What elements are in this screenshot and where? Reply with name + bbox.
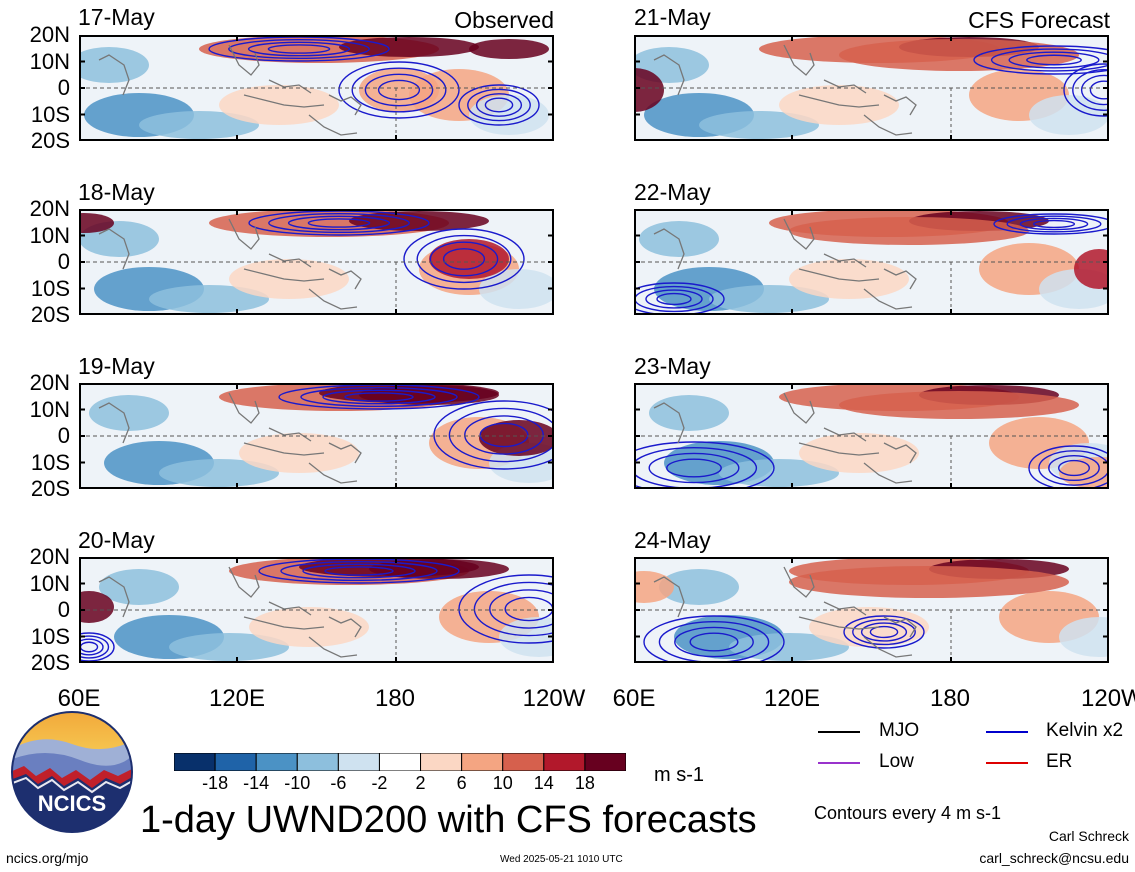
map-panel-observed-3 (79, 383, 554, 489)
panel-date-label: 19-May (78, 353, 155, 379)
latitude-label: 10N (29, 396, 70, 422)
map-panel-forecast-2 (634, 209, 1109, 315)
observed-label: Observed (454, 7, 554, 33)
map-panel-observed-4 (79, 557, 554, 663)
panel-date-label: 18-May (78, 179, 155, 205)
contour-note: Contours every 4 m s-1 (814, 803, 1002, 823)
colorbar-swatch (296, 752, 339, 772)
latitude-label: 20S (30, 650, 70, 675)
latitude-label: 10N (29, 222, 70, 248)
colorbar-swatch (214, 752, 257, 772)
latitude-label: 0 (57, 75, 70, 100)
legend-line-mjo (818, 731, 860, 733)
latitude-label: 10S (30, 275, 70, 301)
latitude-label: 10S (30, 623, 70, 649)
colorbar-label: -10 (284, 773, 311, 793)
source-url[interactable]: ncics.org/mjo (6, 850, 89, 866)
panel-date-label: 21-May (634, 4, 711, 30)
colorbar-label: -14 (243, 773, 270, 793)
author-name: Carl Schreck (1048, 828, 1129, 844)
legend-label-er: ER (1046, 751, 1073, 772)
longitude-label: 120E (208, 685, 266, 712)
longitude-label: 120W (522, 685, 586, 712)
latitude-label: 0 (57, 423, 70, 448)
legend-line-er (986, 762, 1028, 764)
panel-date-label: 22-May (634, 179, 711, 205)
longitude-label: 180 (374, 685, 416, 712)
timestamp: Wed 2025-05-21 1010 UTC (500, 854, 623, 865)
panel-date-label: 23-May (634, 353, 711, 379)
logo-text: NCICS (38, 791, 106, 816)
colorbar-swatch (173, 752, 216, 772)
forecast-label: CFS Forecast (968, 7, 1110, 33)
colorbar-label: 14 (533, 773, 554, 793)
colorbar-swatch (337, 752, 380, 772)
ncics-logo: NCICS (10, 710, 134, 834)
map-panel-forecast-4 (634, 557, 1109, 663)
legend-label-low: Low (879, 751, 914, 772)
latitude-label: 10S (30, 101, 70, 127)
colorbar-label: -18 (202, 773, 229, 793)
latitude-label: 0 (57, 249, 70, 274)
latitude-label: 10N (29, 48, 70, 74)
latitude-label: 10N (29, 570, 70, 596)
longitude-label: 60E (57, 685, 101, 712)
latitude-label: 20N (29, 370, 70, 395)
latitude-label: 20S (30, 128, 70, 153)
legend-line-low (818, 762, 860, 764)
colorbar-swatch (255, 752, 298, 772)
legend-line-kelvin (986, 731, 1028, 733)
colorbar-label: 6 (456, 773, 467, 793)
legend-label-mjo: MJO (879, 720, 920, 741)
colorbar-swatch (543, 752, 586, 772)
map-panel-forecast-3 (634, 383, 1109, 489)
author-email[interactable]: carl_schreck@ncsu.edu (979, 850, 1129, 866)
colorbar-swatch (420, 752, 463, 772)
colorbar-swatch (378, 752, 422, 772)
colorbar-swatch (502, 752, 545, 772)
longitude-label: 180 (929, 685, 971, 712)
map-panel-observed-1 (79, 35, 554, 141)
panel-date-label: 24-May (634, 527, 711, 553)
figure-title: 1-day UWND200 with CFS forecasts (140, 799, 757, 841)
colorbar-label: -2 (371, 773, 388, 793)
latitude-label: 10S (30, 449, 70, 475)
longitude-label: 120W (1081, 687, 1135, 711)
latitude-label: 20N (29, 22, 70, 47)
colorbar (173, 752, 627, 772)
latitude-label: 20N (29, 544, 70, 569)
latitude-label: 0 (57, 597, 70, 622)
longitude-label: 120E (763, 685, 821, 712)
panel-date-label: 20-May (78, 527, 155, 553)
map-panel-forecast-1 (634, 35, 1109, 141)
panel-date-label: 17-May (78, 4, 155, 30)
latitude-label: 20S (30, 302, 70, 327)
colorbar-swatch (461, 752, 504, 772)
latitude-label: 20N (29, 196, 70, 221)
colorbar-swatch (584, 752, 627, 772)
colorbar-label: 2 (415, 773, 426, 793)
colorbar-label: 18 (574, 773, 595, 793)
colorbar-units: m s-1 (654, 764, 704, 786)
latitude-label: 20S (30, 476, 70, 501)
colorbar-label: -6 (330, 773, 347, 793)
colorbar-label: 10 (492, 773, 513, 793)
map-panel-observed-2 (79, 209, 554, 315)
longitude-label: 60E (612, 685, 656, 712)
legend-label-kelvin: Kelvin x2 (1046, 720, 1124, 741)
